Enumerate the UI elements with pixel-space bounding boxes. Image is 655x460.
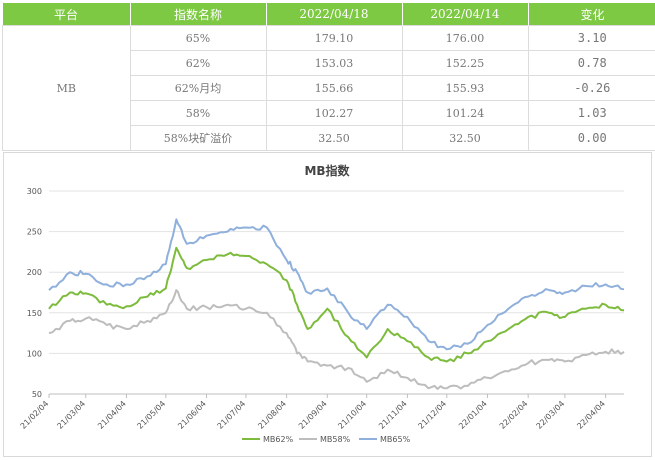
change-cell: 1.03 — [527, 100, 655, 126]
header-index-name: 指数名称 — [130, 3, 267, 26]
value-cell-2: 101.24 — [401, 100, 529, 126]
x-tick-label: 21/03/04 — [55, 399, 87, 431]
index-name-cell: 58% — [129, 100, 267, 126]
header-platform: 平台 — [2, 3, 131, 26]
legend-label: MB62% — [263, 435, 294, 444]
y-tick-label: 50 — [32, 390, 42, 399]
value-cell-1: 179.10 — [265, 25, 403, 51]
legend-label: MB58% — [320, 435, 351, 444]
x-tick-label: 22/03/04 — [535, 399, 567, 431]
header-date-1: 2022/04/18 — [266, 3, 403, 26]
x-tick-label: 21/05/04 — [135, 399, 167, 431]
value-cell-2: 155.93 — [401, 75, 529, 101]
table-row: MB 65% 179.10 176.00 3.10 — [2, 25, 655, 151]
y-tick-label: 150 — [27, 309, 42, 318]
x-tick-label: 21/08/04 — [256, 399, 288, 431]
change-cell: -0.26 — [527, 75, 655, 101]
change-cell: 0.78 — [527, 50, 655, 76]
y-tick-label: 250 — [27, 228, 42, 237]
value-cell-1: 153.03 — [265, 50, 403, 76]
value-cell-1: 155.66 — [265, 75, 403, 101]
x-tick-label: 21/04/04 — [96, 399, 128, 431]
x-tick-label: 21/07/04 — [216, 399, 248, 431]
y-tick-label: 200 — [27, 268, 42, 277]
value-cell-2: 152.25 — [401, 50, 529, 76]
series-line-mb58 — [48, 289, 625, 390]
header-date-2: 2022/04/14 — [402, 3, 529, 26]
index-name-cell: 65% — [129, 25, 267, 51]
header-change: 变化 — [528, 3, 655, 26]
value-cell-2: 32.50 — [401, 125, 529, 151]
platform-cell: MB — [2, 25, 131, 151]
x-tick-label: 22/01/04 — [457, 399, 489, 431]
x-tick-label: 21/11/04 — [377, 399, 409, 431]
y-tick-label: 300 — [27, 187, 42, 196]
index-name-cell: 62% — [129, 50, 267, 76]
chart-panel: MB指数 50 100 150 200 250 300 21/02/04 21/03/04 21… — [3, 152, 652, 457]
change-cell: 0.00 — [527, 125, 655, 151]
series-line-mb62 — [48, 246, 625, 363]
price-table: 平台 指数名称 2022/04/18 2022/04/14 变化 MB 65% … — [2, 3, 655, 151]
x-tick-label: 21/09/04 — [297, 399, 329, 431]
chart-title: MB指数 — [304, 163, 350, 178]
x-tick-label: 22/04/04 — [575, 399, 607, 431]
y-tick-label: 100 — [27, 349, 42, 358]
series-line-mb65 — [48, 218, 625, 351]
x-tick-label: 21/12/04 — [416, 399, 448, 431]
change-cell: 3.10 — [527, 25, 655, 51]
table-header-row: 平台 指数名称 2022/04/18 2022/04/14 变化 — [2, 3, 655, 26]
table-row: 62% 153.03 152.25 0.78 — [3, 50, 655, 76]
x-tick-label: 22/02/04 — [498, 399, 530, 431]
value-cell-2: 176.00 — [401, 25, 529, 51]
x-tick-label: 21/06/04 — [176, 399, 208, 431]
value-cell-1: 102.27 — [265, 100, 403, 126]
legend-label: MB65% — [380, 435, 411, 444]
index-name-cell: 58%块矿溢价 — [129, 125, 267, 151]
value-cell-1: 32.50 — [265, 125, 403, 151]
table-row: 58%块矿溢价 32.50 32.50 0.00 — [3, 125, 655, 151]
x-tick-label: 21/10/04 — [336, 399, 368, 431]
mb-index-chart: MB指数 50 100 150 200 250 300 21/02/04 21/03/04 21… — [19, 163, 625, 444]
x-tick-label: 21/02/04 — [19, 399, 51, 431]
index-name-cell: 62%月均 — [129, 75, 267, 101]
